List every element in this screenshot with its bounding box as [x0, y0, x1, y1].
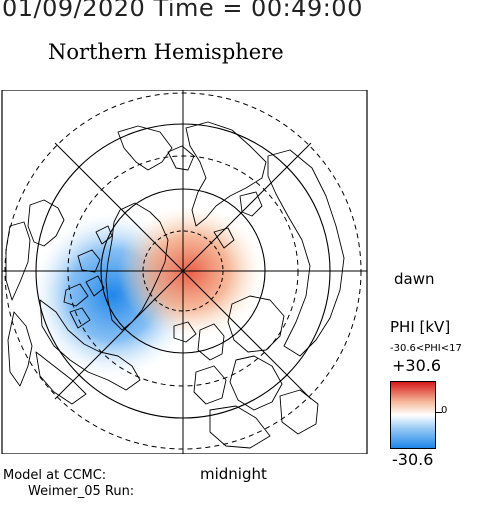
positive-potential-cell [118, 206, 262, 338]
meridian-line [54, 142, 312, 400]
colorbar-zero-tick [436, 412, 442, 413]
colorbar-max-label: +30.6 [392, 356, 442, 375]
colorbar [390, 381, 436, 449]
dawn-label: dawn [394, 270, 435, 288]
colorbar-zero-label: 0 [441, 405, 448, 416]
map-frame [1, 90, 368, 454]
midnight-label: midnight [200, 465, 267, 483]
timestamp: 01/09/2020 Time = 00:49:00 [2, 0, 363, 22]
model-info-line2: Weimer_05 Run: [28, 484, 135, 499]
colorbar-title: PHI [kV] [390, 318, 451, 336]
coastlines [5, 121, 345, 449]
model-info-line1: Model at CCMC: [3, 468, 107, 483]
polar-map [1, 90, 368, 454]
colorbar-range: -30.6<PHI<17 [390, 343, 462, 354]
plot-title: Northern Hemisphere [48, 40, 284, 64]
colorbar-min-label: -30.6 [392, 450, 434, 469]
